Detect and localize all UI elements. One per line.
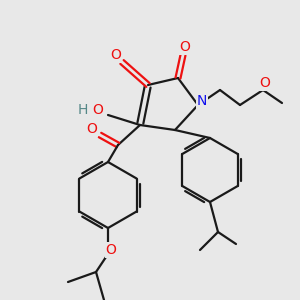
Text: O: O [180, 40, 190, 54]
Text: O: O [93, 103, 104, 117]
Text: H: H [78, 103, 88, 117]
Text: O: O [260, 76, 270, 90]
Text: O: O [106, 243, 116, 257]
Text: N: N [197, 94, 207, 108]
Text: O: O [87, 122, 98, 136]
Text: O: O [111, 48, 122, 62]
